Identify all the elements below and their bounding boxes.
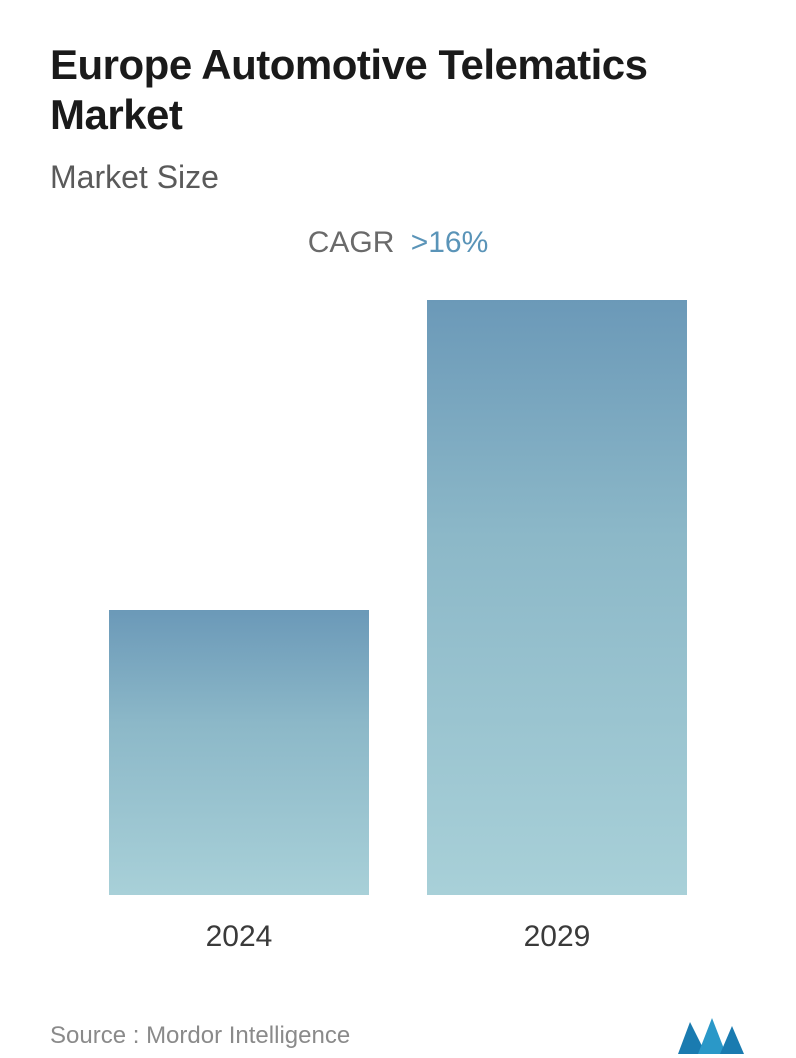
cagr-value: >16%: [411, 226, 489, 259]
source-name: Mordor Intelligence: [146, 1022, 350, 1049]
cagr-label: CAGR: [308, 226, 395, 259]
chart-subtitle: Market Size: [50, 159, 746, 196]
bar-0: [109, 610, 369, 895]
source-label: Source :: [50, 1022, 139, 1049]
bar-label-0: 2024: [206, 920, 273, 954]
source-text: Source : Mordor Intelligence: [50, 1022, 350, 1050]
bar-label-1: 2029: [524, 920, 591, 954]
bar-chart: 2024 2029: [50, 300, 746, 974]
footer: Source : Mordor Intelligence: [50, 984, 746, 1058]
bar-group-0: 2024: [109, 610, 369, 954]
bar-group-1: 2029: [427, 300, 687, 954]
bar-1: [427, 300, 687, 895]
chart-title: Europe Automotive Telematics Market: [50, 40, 746, 141]
cagr-row: CAGR >16%: [50, 226, 746, 260]
logo: [676, 1014, 746, 1058]
chart-container: Europe Automotive Telematics Market Mark…: [0, 0, 796, 1034]
mordor-logo-icon: [676, 1014, 746, 1058]
